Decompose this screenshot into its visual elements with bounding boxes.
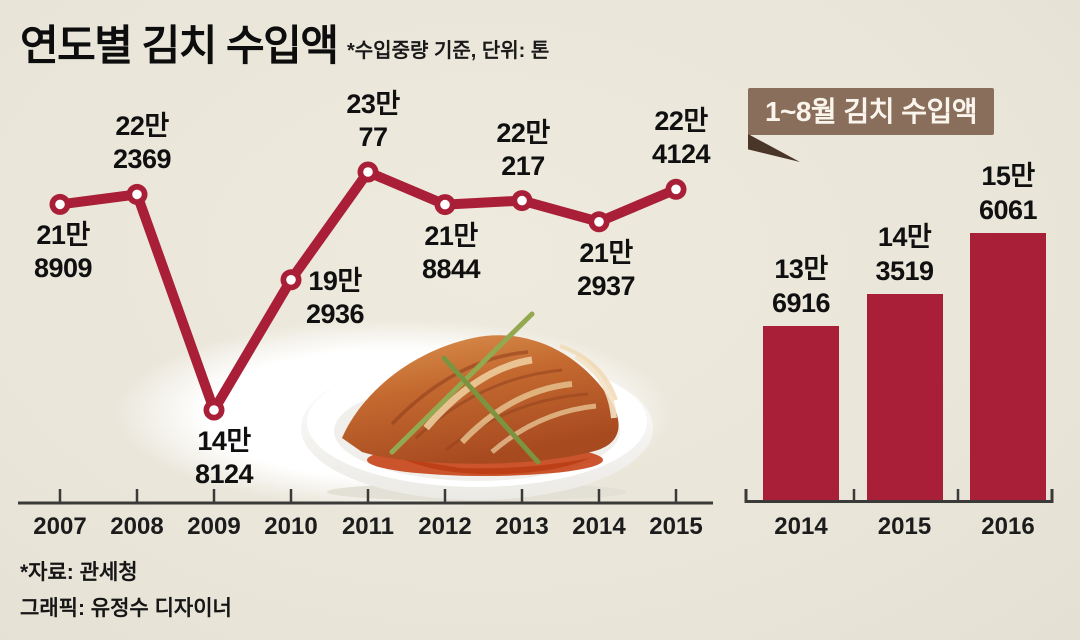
label-line: 2937 — [576, 270, 636, 301]
scallion — [441, 355, 541, 465]
bar — [763, 326, 839, 503]
x-axis-label: 2011 — [325, 513, 411, 541]
x-axis-label: 2010 — [248, 513, 334, 541]
data-label: 23만 77 — [293, 88, 453, 154]
label-line: 22만 — [496, 117, 550, 148]
label-line: 2007 — [33, 513, 87, 540]
label-line: 22만 — [654, 106, 708, 137]
page-title: 연도별 김치 수입액 — [20, 22, 339, 69]
x-axis-label: 2012 — [402, 513, 488, 541]
source-note: *자료: 관세청 — [20, 561, 138, 584]
x-axis-label: 2014 — [556, 513, 642, 541]
label-line: 2014 — [572, 513, 626, 540]
banner-title: 1~8월 김치 수입액 — [764, 96, 978, 127]
label-line: 6916 — [771, 288, 831, 318]
label-line: 8124 — [194, 458, 254, 489]
label-line: 2014 — [774, 513, 828, 540]
label-line: 6061 — [978, 195, 1038, 225]
data-label: 19만 2936 — [255, 265, 415, 331]
label-line: 14만 — [877, 222, 932, 252]
bar-value-label: 15만 6061 — [928, 159, 1080, 227]
label-line: 77 — [358, 122, 388, 152]
bar-chart-banner: 1~8월 김치 수입액 — [748, 88, 994, 135]
x-axis-label: 2008 — [94, 513, 180, 541]
label-line: 2936 — [305, 298, 365, 329]
title-note: *수입중량 기준, 단위: 톤 — [347, 40, 550, 62]
x-axis-label: 2013 — [479, 513, 565, 541]
data-label: 21만 8909 — [0, 219, 143, 285]
label-line: 23만 — [346, 89, 400, 119]
label-line: 2015 — [649, 513, 703, 540]
data-label: 22만 4124 — [601, 105, 761, 171]
x-axis-label: 2007 — [17, 513, 103, 541]
data-label: 21만 8844 — [371, 220, 531, 286]
x-axis-label: 2015 — [633, 513, 719, 541]
bar — [866, 294, 943, 503]
label-line: 2011 — [341, 513, 395, 540]
credit-note: 그래픽: 유정수 디자이너 — [20, 597, 232, 620]
data-label: 22만 2369 — [62, 110, 222, 176]
data-label: 22만 217 — [443, 117, 603, 183]
x-axis-label: 2009 — [171, 513, 257, 541]
label-line: 2016 — [981, 513, 1035, 540]
label-line: 22만 — [115, 111, 169, 142]
x-axis-label: 2015 — [862, 513, 948, 541]
label-line: 2369 — [112, 144, 172, 175]
data-label: 21만 2937 — [526, 237, 686, 303]
label-line: 21만 — [579, 237, 633, 268]
bar — [970, 233, 1046, 503]
label-line: 19만 — [308, 265, 362, 296]
kimchi-photo — [301, 311, 653, 501]
label-line: 2013 — [495, 513, 549, 540]
label-line: 15만 — [981, 161, 1035, 191]
label-line: 3519 — [875, 256, 934, 286]
label-line: 217 — [501, 150, 545, 181]
label-line: 21만 — [424, 220, 478, 251]
label-line: 14만 — [197, 425, 251, 456]
label-line: 21만 — [36, 220, 90, 251]
label-line: 2010 — [264, 513, 318, 540]
label-line: 2008 — [110, 513, 164, 540]
x-axis-label: 2016 — [965, 513, 1051, 541]
label-line: 8844 — [421, 253, 481, 284]
scallion — [389, 311, 535, 455]
bar-value-label: 13만 6916 — [721, 252, 881, 320]
x-axis-label: 2014 — [758, 513, 844, 541]
label-line: 2009 — [187, 513, 241, 540]
label-line: 2015 — [877, 513, 932, 540]
label-line: 2012 — [418, 513, 472, 540]
data-label: 14만 8124 — [144, 425, 304, 491]
bar-value-label: 14만 3519 — [825, 220, 985, 288]
label-line: 8909 — [33, 253, 93, 284]
label-line: 13만 — [774, 254, 828, 284]
label-line: 4124 — [651, 139, 711, 170]
